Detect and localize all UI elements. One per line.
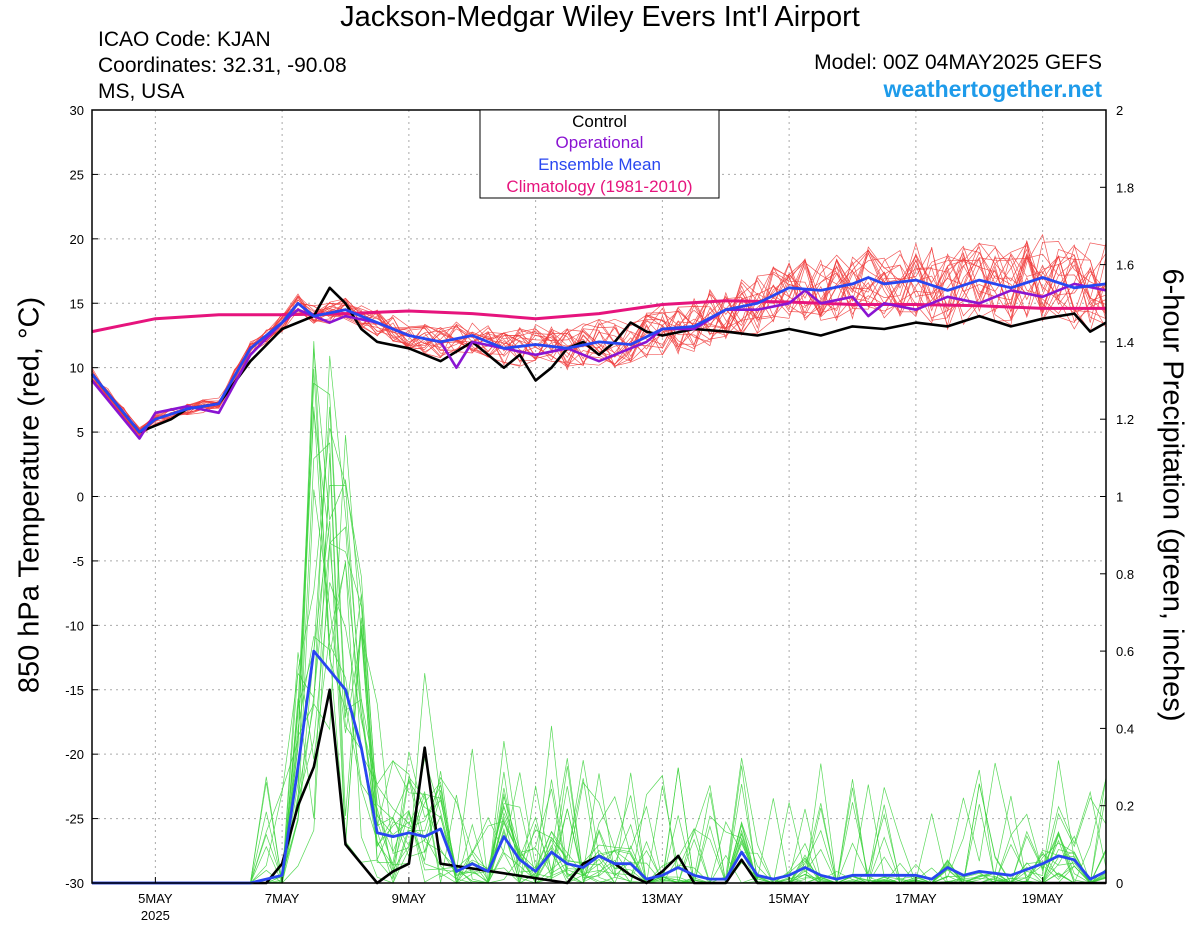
y2-tick-label: 0.2 bbox=[1116, 799, 1134, 814]
y-tick-label: 25 bbox=[70, 167, 84, 182]
axes: -30-25-20-15-10-505101520253000.20.40.60… bbox=[65, 103, 1134, 923]
precip-member-line bbox=[92, 406, 1107, 884]
precip-member-line bbox=[92, 406, 1107, 884]
temp-ensemble-mean-line bbox=[90, 276, 1107, 434]
temp-member-line bbox=[91, 243, 1107, 433]
model-run: Model: 00Z 04MAY2025 GEFS bbox=[814, 51, 1102, 74]
page-title: Jackson-Medgar Wiley Evers Int'l Airport bbox=[340, 1, 860, 33]
precip-member-line bbox=[92, 582, 1107, 884]
precip-member-line bbox=[92, 341, 1107, 884]
x-tick-year: 2025 bbox=[141, 908, 170, 923]
x-tick-label: 7MAY bbox=[265, 891, 300, 906]
legend-climatology: Climatology (1981-2010) bbox=[506, 177, 692, 196]
x-tick-label: 15MAY bbox=[768, 891, 810, 906]
temp-member-line bbox=[91, 248, 1107, 430]
x-tick-label: 5MAY bbox=[138, 891, 173, 906]
x-tick-label: 9MAY bbox=[392, 891, 427, 906]
precip-members bbox=[92, 341, 1107, 885]
y-tick-label: -20 bbox=[65, 747, 84, 762]
y2-tick-label: 0.6 bbox=[1116, 644, 1134, 659]
temp-member-line bbox=[91, 244, 1107, 432]
precip-member-line bbox=[92, 355, 1106, 884]
legend-control: Control bbox=[572, 112, 627, 131]
site-link[interactable]: weathertogether.net bbox=[883, 76, 1102, 102]
x-tick-label: 19MAY bbox=[1022, 891, 1064, 906]
y-tick-label: 30 bbox=[70, 103, 84, 118]
legend-operational: Operational bbox=[556, 133, 644, 152]
plot-frame bbox=[91, 109, 1107, 884]
legend: Control Operational Ensemble Mean Climat… bbox=[479, 109, 720, 199]
y-tick-label: -30 bbox=[65, 876, 84, 891]
temp-member-line bbox=[91, 233, 1107, 437]
y-tick-label: -15 bbox=[65, 683, 84, 698]
y2-tick-label: 0.4 bbox=[1116, 721, 1134, 736]
temp-member-line bbox=[91, 241, 1107, 432]
y-tick-label: 20 bbox=[70, 232, 84, 247]
legend-ensemble-mean: Ensemble Mean bbox=[538, 155, 661, 174]
temp-member-line bbox=[91, 239, 1107, 434]
legend-box bbox=[479, 109, 720, 199]
x-tick-label: 13MAY bbox=[642, 891, 684, 906]
y2-tick-label: 0.8 bbox=[1116, 567, 1134, 582]
location: MS, USA bbox=[98, 80, 185, 103]
precip-member-line bbox=[92, 520, 1106, 884]
y-tick-label: 15 bbox=[70, 296, 84, 311]
precip-member-line bbox=[92, 442, 1107, 884]
precip-ensemble-mean-line bbox=[92, 649, 1107, 885]
y-tick-label: -25 bbox=[65, 812, 84, 827]
temp-member-line bbox=[91, 247, 1107, 430]
y2-tick-label: 1.8 bbox=[1116, 180, 1134, 195]
precip-member-line bbox=[92, 453, 1107, 884]
y-tick-label: 10 bbox=[70, 361, 84, 376]
y2-tick-label: 1 bbox=[1116, 490, 1123, 505]
icao-code: ICAO Code: KJAN bbox=[98, 28, 271, 51]
y2-tick-label: 1.4 bbox=[1116, 335, 1134, 350]
precip-member-line bbox=[92, 625, 1107, 884]
gridlines bbox=[92, 110, 1106, 883]
temp-members bbox=[91, 233, 1107, 439]
temp-member-line bbox=[91, 247, 1107, 430]
y2-tick-label: 2 bbox=[1116, 103, 1123, 118]
y-tick-label: -10 bbox=[65, 618, 84, 633]
coordinates: Coordinates: 32.31, -90.08 bbox=[98, 54, 347, 77]
main-series bbox=[90, 276, 1107, 885]
precip-member-line bbox=[92, 369, 1107, 884]
precip-member-line bbox=[92, 434, 1107, 885]
temp-member-line bbox=[91, 248, 1107, 433]
temp-climatology-1981-2010-line bbox=[91, 299, 1106, 334]
y-tick-label: 5 bbox=[77, 425, 84, 440]
precip-member-line bbox=[92, 544, 1107, 884]
y2-tick-label: 1.6 bbox=[1116, 258, 1134, 273]
y-tick-label: 0 bbox=[77, 490, 84, 505]
y2-tick-label: 1.2 bbox=[1116, 412, 1134, 427]
temp-control-line bbox=[90, 286, 1107, 434]
y-axis-label-right: 6-hour Precipitation (green, inches) bbox=[1156, 268, 1189, 722]
precip-member-line bbox=[92, 382, 1107, 884]
x-tick-label: 11MAY bbox=[515, 891, 556, 906]
y-axis-label-left: 850 hPa Temperature (red, °C) bbox=[13, 296, 46, 694]
y-tick-label: -5 bbox=[72, 554, 84, 569]
x-tick-label: 17MAY bbox=[895, 891, 937, 906]
precip-member-line bbox=[92, 411, 1107, 884]
precip-control-line bbox=[92, 688, 1106, 885]
precip-member-line bbox=[92, 428, 1106, 884]
precip-member-line bbox=[92, 563, 1107, 885]
y2-tick-label: 0 bbox=[1116, 876, 1123, 891]
temp-member-line bbox=[91, 242, 1107, 435]
